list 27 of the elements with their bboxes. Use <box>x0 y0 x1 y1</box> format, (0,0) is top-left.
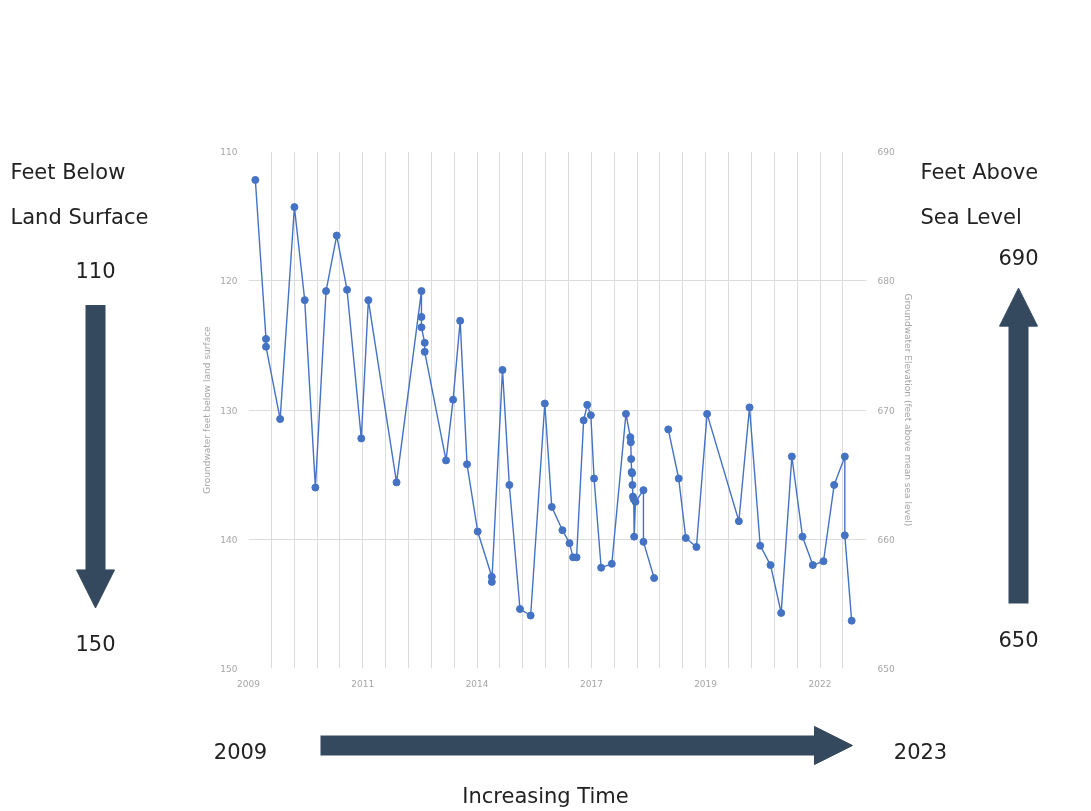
y2-tick-label: 670 <box>877 405 895 416</box>
y2-tick-label: 680 <box>877 276 895 287</box>
y-tick-label: 110 <box>220 147 238 157</box>
x-tick-label: 2014 <box>465 678 489 689</box>
x-tick-label: 2017 <box>579 678 603 689</box>
y-tick-label: 120 <box>220 276 238 287</box>
text: Feet Below Land Surface <box>10 159 149 230</box>
text: 2009 <box>213 739 268 764</box>
text: 150 <box>75 631 116 656</box>
text: 650 <box>998 627 1039 652</box>
y-tick-label: 130 <box>220 405 238 416</box>
text: 690 <box>998 246 1039 271</box>
text: 2023 <box>893 739 948 764</box>
text: Increasing Time <box>462 783 629 808</box>
y2-tick-label: 690 <box>877 147 895 157</box>
y-tick-label: 140 <box>220 534 238 545</box>
y-tick-label: 150 <box>220 664 238 674</box>
x-tick-label: 2011 <box>351 678 375 689</box>
y-axis-title: Groundwater feet below land surface <box>202 325 213 494</box>
y2-tick-label: 650 <box>877 664 895 674</box>
x-tick-label: 2019 <box>694 678 718 689</box>
y2-tick-label: 660 <box>877 534 895 545</box>
x-tick-label: 2009 <box>237 678 261 689</box>
text: 110 <box>75 258 116 283</box>
text: Feet Above Sea Level <box>920 159 1039 230</box>
y2-axis-title: Groundwater Elevation (feet above mean sea level) <box>902 293 913 527</box>
x-tick-label: 2022 <box>808 678 832 689</box>
